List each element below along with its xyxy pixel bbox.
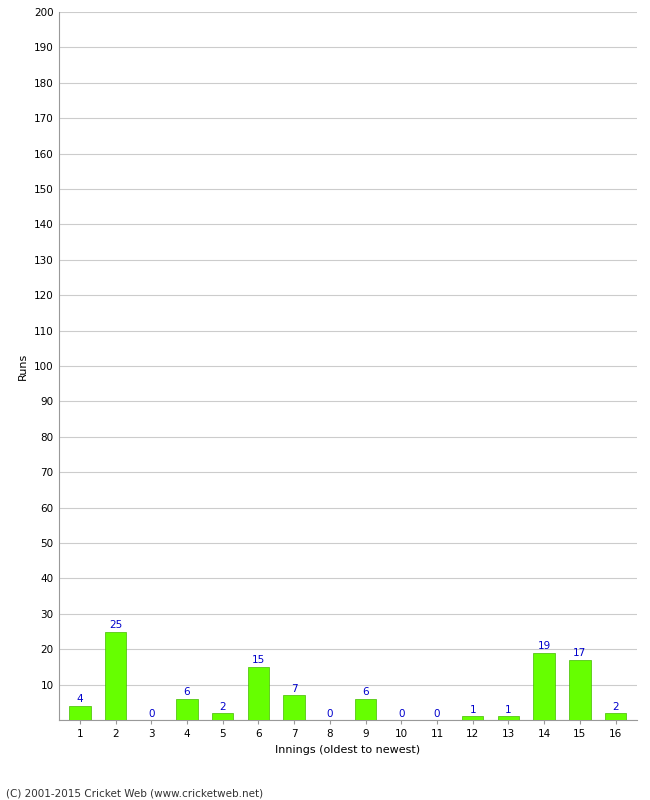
Bar <box>176 698 198 720</box>
Bar <box>462 717 484 720</box>
Bar <box>283 695 305 720</box>
Bar <box>248 667 269 720</box>
Text: 1: 1 <box>469 705 476 715</box>
Text: 6: 6 <box>362 687 369 698</box>
Y-axis label: Runs: Runs <box>18 352 29 380</box>
Text: 7: 7 <box>291 684 298 694</box>
Bar <box>605 713 627 720</box>
Bar <box>105 631 126 720</box>
Bar <box>534 653 555 720</box>
Text: 2: 2 <box>220 702 226 711</box>
Text: 15: 15 <box>252 655 265 666</box>
Text: 4: 4 <box>77 694 83 705</box>
Text: 6: 6 <box>184 687 190 698</box>
Text: 0: 0 <box>434 709 440 718</box>
Bar <box>355 698 376 720</box>
Text: 19: 19 <box>538 642 551 651</box>
Text: 0: 0 <box>327 709 333 718</box>
Text: 2: 2 <box>612 702 619 711</box>
X-axis label: Innings (oldest to newest): Innings (oldest to newest) <box>275 745 421 754</box>
Text: 1: 1 <box>505 705 512 715</box>
Bar <box>212 713 233 720</box>
Text: 0: 0 <box>398 709 404 718</box>
Bar <box>69 706 90 720</box>
Text: 17: 17 <box>573 649 586 658</box>
Bar <box>569 660 591 720</box>
Text: 0: 0 <box>148 709 155 718</box>
Text: (C) 2001-2015 Cricket Web (www.cricketweb.net): (C) 2001-2015 Cricket Web (www.cricketwe… <box>6 788 264 798</box>
Bar <box>498 717 519 720</box>
Text: 25: 25 <box>109 620 122 630</box>
